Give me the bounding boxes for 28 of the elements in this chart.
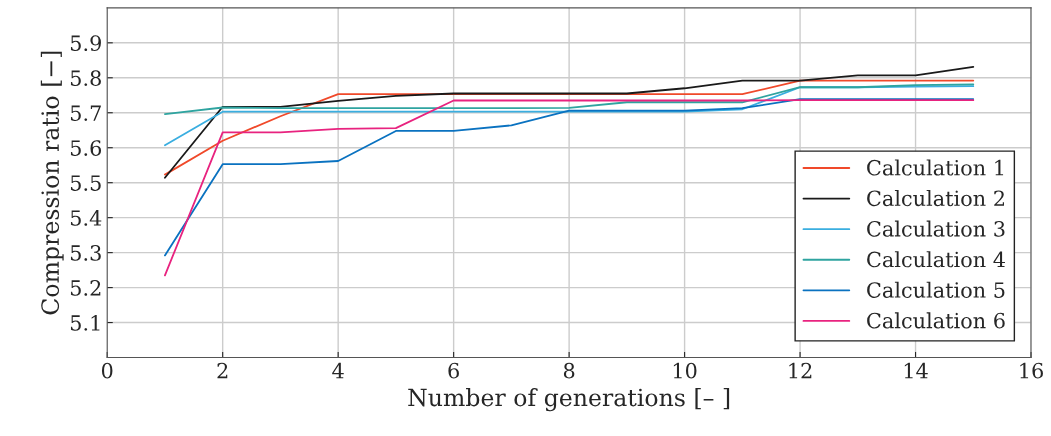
x-tick-label: 12	[789, 362, 812, 379]
y-tick-label: 5.9	[70, 35, 101, 52]
x-tick-label: 8	[563, 362, 575, 379]
line-series	[164, 85, 975, 147]
y-tick-label: 5.1	[70, 315, 100, 331]
y-tick-label: 5.7	[70, 105, 101, 121]
y-tick-label: 5.3	[70, 245, 101, 261]
legend-label: Calculation 3	[867, 220, 1005, 237]
y-tick-label: 5.6	[70, 140, 102, 156]
y-tick-label: 5.5	[70, 175, 101, 191]
y-tick-label: 5.4	[70, 210, 102, 226]
line-series	[164, 83, 975, 116]
y-tick-label: 5.2	[70, 280, 101, 296]
y-axis-title: Compression ratio [−]	[40, 51, 64, 315]
x-tick-label: 4	[332, 362, 344, 379]
legend-label: Calculation 4	[867, 251, 1005, 268]
x-tick-label: 16	[1020, 362, 1043, 379]
legend-label: Calculation 1	[867, 159, 1004, 176]
y-tick-label: 5.8	[70, 70, 101, 86]
x-tick-label: 6	[448, 362, 459, 379]
x-tick-label: 2	[217, 362, 228, 379]
legend-label: Calculation 6	[867, 312, 1005, 329]
x-axis-title: Number of generations [– ]	[408, 388, 730, 412]
x-tick-label: 0	[101, 362, 113, 379]
x-tick-label: 14	[904, 362, 928, 379]
x-tick-label: 10	[673, 362, 697, 379]
legend-label: Calculation 2	[867, 190, 1004, 207]
legend-label: Calculation 5	[867, 281, 1005, 298]
